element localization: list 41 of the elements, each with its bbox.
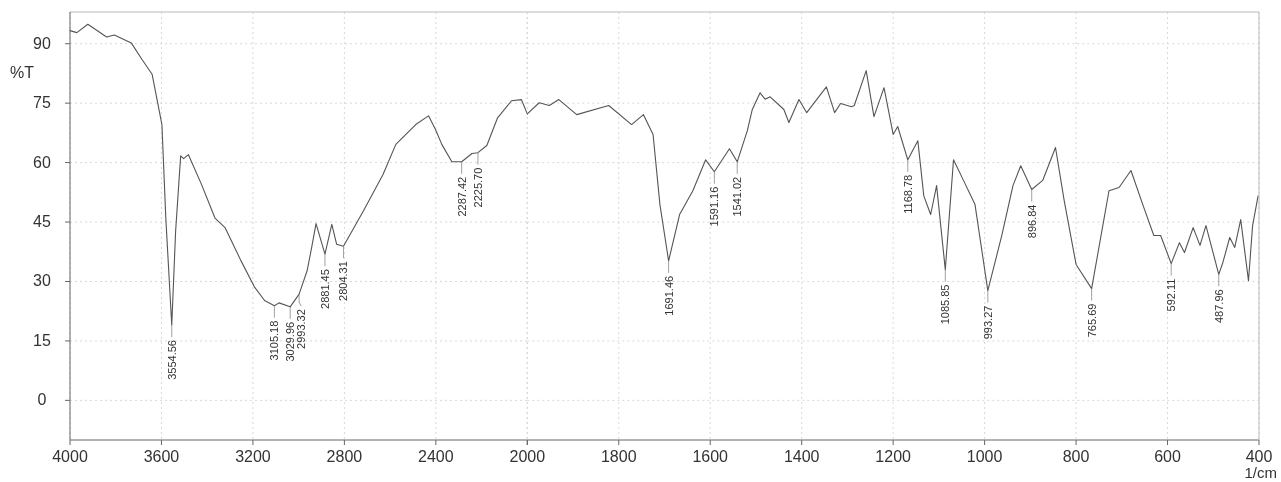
annotation: 1591.16	[708, 186, 721, 227]
y-tick-label: 45	[33, 213, 51, 231]
annotation: 1691.46	[662, 275, 675, 316]
annotation: 3105.18	[268, 320, 281, 361]
x-tick-label: 2800	[326, 448, 363, 465]
annotation: 1168.78	[901, 174, 914, 214]
annotation: 1085.85	[939, 284, 952, 325]
y-tick-label: 30	[33, 272, 51, 290]
x-tick-label: 1000	[966, 448, 1003, 465]
annotation: 896.84	[1025, 204, 1038, 239]
x-tick-label: 3600	[143, 448, 180, 465]
x-tick-label: 600	[1154, 448, 1181, 465]
annotation: 993.27	[981, 305, 994, 340]
y-tick-label: 60	[33, 153, 51, 171]
annotation: 3029.96	[284, 321, 297, 362]
annotation: 765.69	[1085, 303, 1098, 338]
annotation: 2881.45	[318, 269, 331, 309]
annotation: 2993.32	[295, 309, 308, 349]
annotation: 2225.70	[471, 167, 484, 208]
x-tick-label: 800	[1062, 448, 1090, 465]
annotation: 3554.56	[165, 340, 178, 380]
x-tick-label: 1800	[600, 448, 637, 465]
annotation: 2804.31	[337, 261, 350, 301]
x-tick-label: 4000	[52, 448, 88, 465]
annotation: 1541.02	[731, 176, 744, 217]
x-axis-title: 1/cm	[1244, 464, 1277, 481]
annotation: 592.11	[1165, 278, 1178, 312]
x-tick-label: 400	[1245, 448, 1273, 465]
x-tick-label: 1400	[783, 448, 820, 465]
y-tick-label: 90	[33, 34, 51, 52]
x-tick-label: 3200	[235, 448, 271, 465]
y-tick-label: 75	[33, 94, 51, 112]
x-tick-label: 2000	[509, 448, 546, 465]
annotation: 487.96	[1212, 289, 1225, 323]
y-tick-label: 0	[37, 391, 47, 409]
annotation: 2287.42	[455, 176, 468, 217]
x-tick-label: 1600	[692, 448, 729, 465]
y-tick-label: 15	[33, 331, 51, 349]
x-tick-label: 2400	[418, 448, 454, 465]
x-tick-label: 1200	[875, 448, 912, 465]
y-axis-title: %T	[10, 64, 35, 81]
